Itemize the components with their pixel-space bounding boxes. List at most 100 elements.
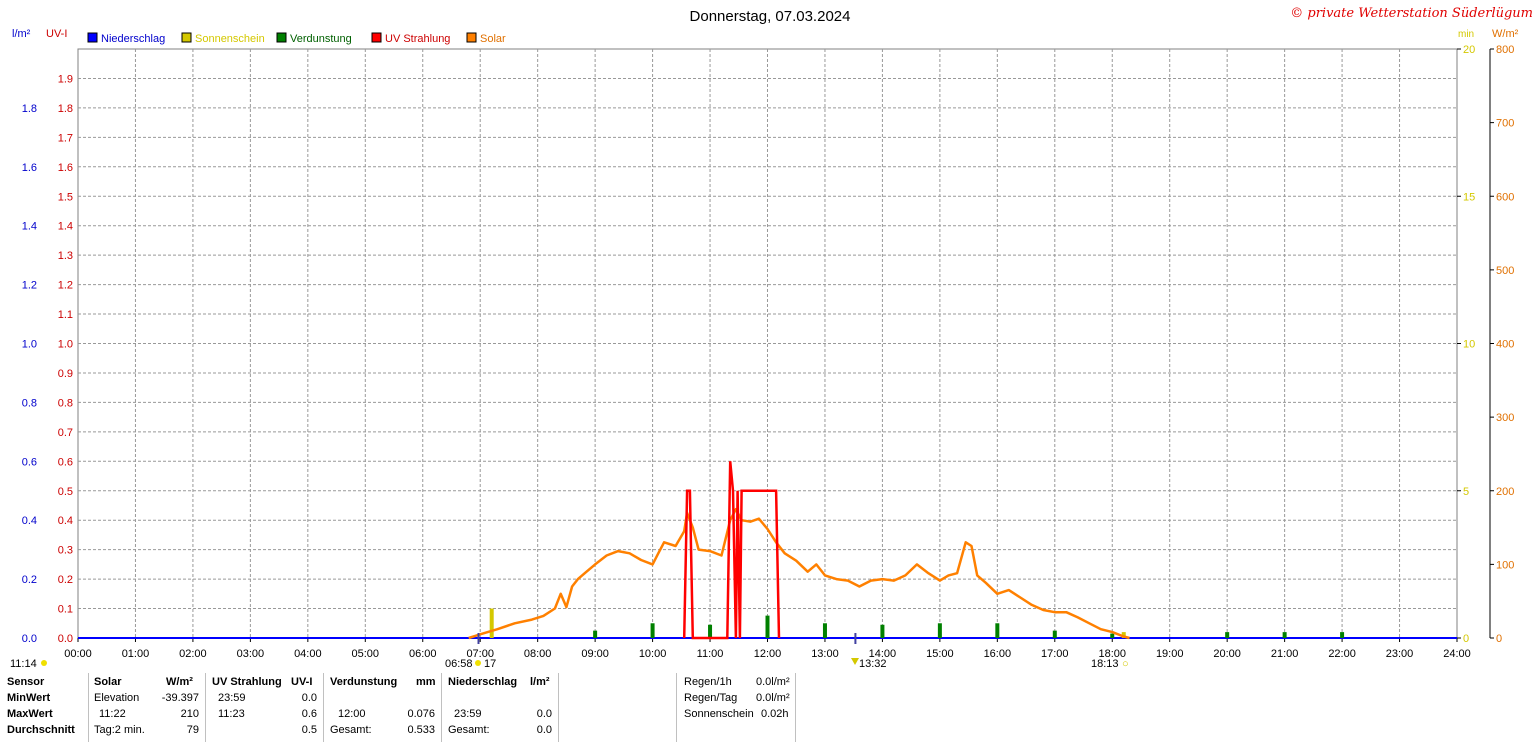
right-outer-tick-label: 800 xyxy=(1496,44,1514,56)
verdunstung-bar xyxy=(1225,632,1230,638)
x-tick-label: 23:00 xyxy=(1386,648,1414,660)
legend-swatch xyxy=(466,32,477,43)
solar-line xyxy=(468,507,1130,640)
x-tick-label: 21:00 xyxy=(1271,648,1299,660)
uv-max-value: 0.6 xyxy=(301,708,317,720)
marker-left-time: 11:14 xyxy=(10,658,37,670)
x-tick-label: 17:00 xyxy=(1041,648,1069,660)
row-max: MaxWert xyxy=(7,708,53,720)
verdunstung-bar xyxy=(937,623,942,638)
verdunstung-bar xyxy=(822,623,827,638)
left-inner-tick-label: 0.8 xyxy=(58,397,73,409)
left-inner-tick-label: 1.8 xyxy=(58,103,73,115)
x-tick-label: 19:00 xyxy=(1156,648,1184,660)
left-outer-unit: l/m² xyxy=(12,28,31,40)
right-inner-tick-label: 0 xyxy=(1463,633,1469,645)
header-solar: Solar xyxy=(94,676,122,688)
stats-divider xyxy=(205,673,206,742)
right-outer-tick-label: 100 xyxy=(1496,559,1514,571)
uv-min-value: 0.0 xyxy=(301,692,317,704)
header-uv-unit: UV-I xyxy=(291,676,313,688)
right-outer-tick-label: 700 xyxy=(1496,118,1514,130)
row-min: MinWert xyxy=(7,692,51,704)
x-tick-label: 14:00 xyxy=(869,648,897,660)
solar-min-value: -39.397 xyxy=(161,692,199,704)
left-outer-tick-label: 1.2 xyxy=(22,280,37,292)
right-outer-tick-label: 300 xyxy=(1496,412,1514,424)
left-inner-tick-label: 0.0 xyxy=(58,633,73,645)
right-outer-tick-label: 0 xyxy=(1496,633,1502,645)
left-outer-tick-label: 1.4 xyxy=(22,221,37,233)
legend-label: Solar xyxy=(480,33,506,45)
left-inner-tick-label: 0.9 xyxy=(58,368,73,380)
legend-label: Verdunstung xyxy=(290,33,352,45)
axis-ticks: 00:00 01:00 02:00 03:00 04:00 05:00 06:00 07:00… xyxy=(22,44,1515,660)
right-outer-unit: W/m² xyxy=(1492,28,1519,40)
stats-divider xyxy=(323,673,324,742)
verdunstung-bar xyxy=(1282,632,1287,638)
left-inner-tick-label: 1.0 xyxy=(58,339,73,351)
right-inner-tick-label: 10 xyxy=(1463,339,1475,351)
solar-min-label: Elevation xyxy=(94,692,140,704)
statistics-table: Sensor MinWert MaxWert Durchschnitt Sola… xyxy=(0,673,1536,742)
left-outer-tick-label: 0.4 xyxy=(22,515,37,527)
chart-legend: Niederschlag Sonnenschein Verdunstung UV St… xyxy=(87,32,506,45)
x-tick-label: 10:00 xyxy=(639,648,667,660)
copyright-text: © private Wetterstation Süderlügum xyxy=(1290,6,1533,21)
legend-label: Niederschlag xyxy=(101,33,165,45)
solar-noon-time: 13:32 xyxy=(859,658,887,670)
right-outer-tick-label: 200 xyxy=(1496,486,1514,498)
niederschlag-max-time: 23:59 xyxy=(454,708,482,720)
header-verdunstung: Verdunstung xyxy=(330,676,398,688)
solar-max-value: 210 xyxy=(180,708,199,720)
solar-max-time: 11:22 xyxy=(99,708,126,720)
x-tick-label: 04:00 xyxy=(294,648,322,660)
left-inner-tick-label: 1.7 xyxy=(58,132,73,144)
x-tick-label: 12:00 xyxy=(754,648,782,660)
solar-noon-icon xyxy=(851,658,859,665)
chart-series xyxy=(78,461,1457,644)
x-tick-label: 09:00 xyxy=(581,648,609,660)
right-outer-tick-label: 600 xyxy=(1496,191,1514,203)
legend-label: Sonnenschein xyxy=(195,33,265,45)
stats-divider xyxy=(441,673,442,742)
left-outer-tick-label: 0.2 xyxy=(22,574,37,586)
legend-label: UV Strahlung xyxy=(385,33,450,45)
left-inner-tick-label: 1.2 xyxy=(58,280,73,292)
left-inner-tick-label: 1.1 xyxy=(58,309,73,321)
left-inner-unit: UV-I xyxy=(46,28,67,40)
verdunstung-bar xyxy=(995,623,1000,638)
x-tick-label: 02:00 xyxy=(179,648,207,660)
x-tick-label: 00:00 xyxy=(64,648,92,660)
left-outer-tick-label: 1.0 xyxy=(22,339,37,351)
solar-avg-label: Tag:2 min. xyxy=(94,724,145,736)
x-tick-label: 01:00 xyxy=(122,648,150,660)
x-tick-label: 24:00 xyxy=(1443,648,1471,660)
verdunstung-bar xyxy=(1340,632,1345,638)
regen-tag-value: 0.0l/m² xyxy=(756,692,790,704)
left-inner-tick-label: 0.1 xyxy=(58,604,73,616)
verdunstung-max-value: 0.076 xyxy=(407,708,435,720)
left-inner-tick-label: 0.6 xyxy=(58,456,73,468)
legend-swatch xyxy=(371,32,382,43)
niederschlag-avg-label: Gesamt: xyxy=(448,724,490,736)
x-tick-label: 16:00 xyxy=(984,648,1012,660)
sunrise-icon xyxy=(475,660,481,666)
verdunstung-bar xyxy=(708,624,713,638)
chart-grid xyxy=(77,48,1458,639)
x-tick-label: 03:00 xyxy=(237,648,265,660)
verdunstung-bar xyxy=(650,623,655,638)
x-tick-label: 11:00 xyxy=(697,648,724,660)
time-markers: 11:14 06:58 17 13:32 18:13 ○ xyxy=(10,658,1129,670)
regen-tag-label: Regen/Tag xyxy=(684,692,738,704)
sunrise-suffix: 17 xyxy=(484,658,496,670)
right-outer-tick-label: 400 xyxy=(1496,339,1514,351)
x-tick-label: 08:00 xyxy=(524,648,552,660)
verdunstung-avg-label: Gesamt: xyxy=(330,724,372,736)
left-inner-tick-label: 0.5 xyxy=(58,486,73,498)
legend-swatch xyxy=(87,32,98,43)
right-inner-tick-label: 20 xyxy=(1463,44,1475,56)
left-outer-tick-label: 1.8 xyxy=(22,103,37,115)
stats-divider xyxy=(676,673,677,742)
header-sensor: Sensor xyxy=(7,676,45,688)
